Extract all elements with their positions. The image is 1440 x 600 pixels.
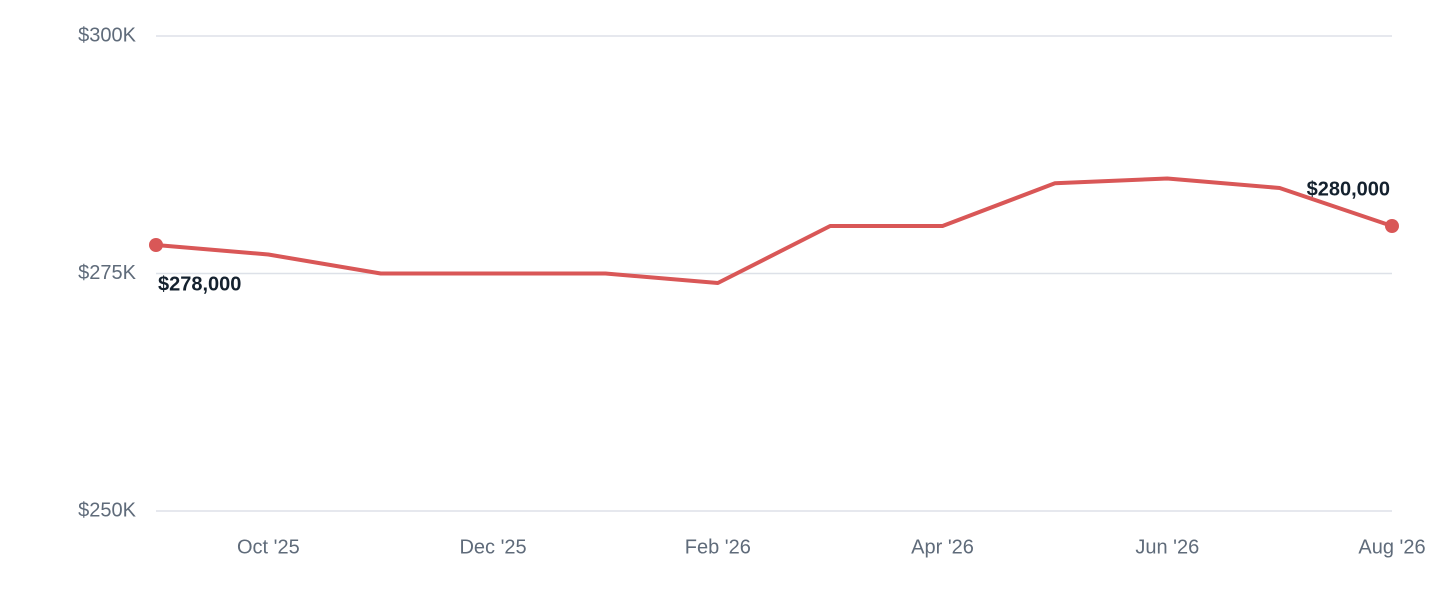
x-tick-label: Dec '25	[459, 536, 526, 558]
y-tick-label: $300K	[78, 24, 136, 46]
series-line	[155, 176, 1393, 285]
x-tick-label: Feb '26	[685, 536, 751, 558]
y-tick-label: $275K	[78, 262, 136, 284]
end-marker	[1385, 219, 1399, 233]
value-label: $280,000	[1307, 178, 1390, 200]
x-tick-label: Aug '26	[1358, 536, 1425, 558]
y-tick-label: $250K	[78, 499, 136, 521]
x-tick-label: Oct '25	[237, 536, 300, 558]
value-label: $278,000	[158, 273, 241, 295]
end-marker	[149, 238, 163, 252]
x-tick-label: Apr '26	[911, 536, 974, 558]
x-tick-label: Jun '26	[1135, 536, 1199, 558]
